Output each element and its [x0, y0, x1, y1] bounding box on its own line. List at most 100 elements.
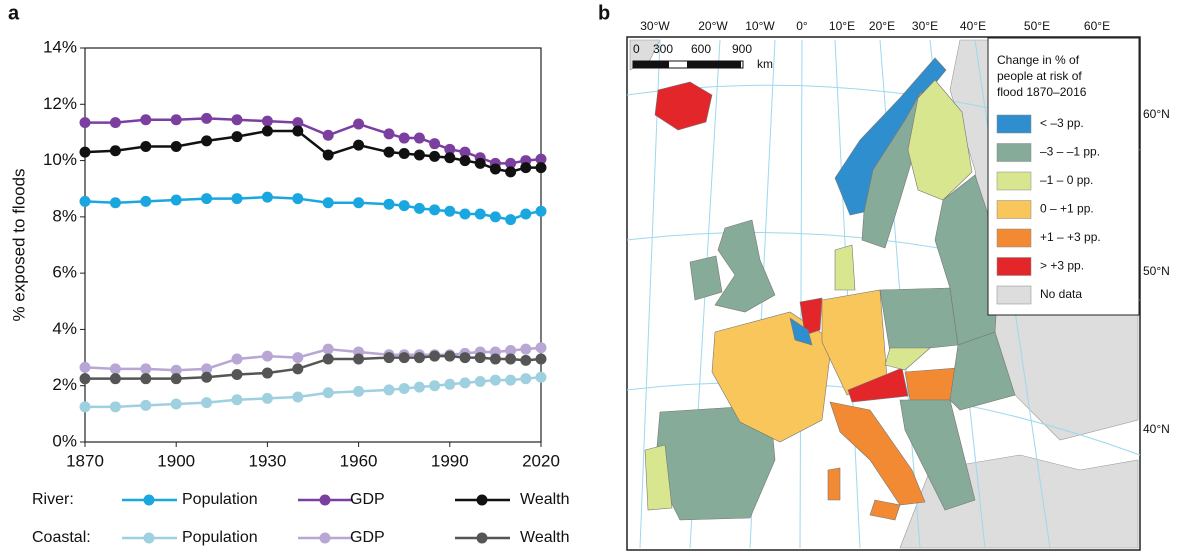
data-point: [292, 125, 304, 137]
data-point: [489, 374, 501, 386]
data-point: [79, 401, 91, 413]
data-point: [231, 193, 243, 205]
data-point: [170, 194, 182, 206]
data-point: [505, 353, 517, 365]
data-point: [535, 205, 547, 217]
series-line: [85, 376, 542, 409]
scale-label: 300: [653, 42, 673, 56]
legend-swatch: [319, 532, 331, 544]
data-point: [170, 398, 182, 410]
data-point: [170, 141, 182, 152]
data-point: [413, 381, 425, 393]
data-point: [322, 129, 334, 141]
y-tick-label: 4%: [52, 319, 77, 338]
data-point: [292, 363, 304, 375]
data-point: [353, 197, 365, 209]
data-point: [231, 394, 243, 406]
panel-label: b: [598, 2, 610, 24]
map-legend-label: No data: [1040, 287, 1082, 301]
data-point: [261, 125, 273, 137]
legend-swatch: [476, 532, 488, 544]
scale-label: 0: [633, 42, 640, 56]
data-point: [353, 118, 365, 130]
data-point: [292, 352, 304, 364]
data-point: [353, 353, 365, 365]
map-legend-swatch: [996, 228, 1032, 248]
data-point: [170, 373, 182, 385]
data-point: [109, 363, 121, 375]
y-tick-label: 0%: [52, 431, 77, 450]
data-point: [231, 131, 243, 143]
data-point: [261, 191, 273, 203]
map-legend-swatch: [996, 171, 1032, 191]
data-point: [231, 368, 243, 380]
data-point: [520, 354, 532, 366]
legend-swatch: [476, 494, 488, 506]
longitude-label: 30°W: [640, 19, 670, 33]
data-point: [322, 343, 334, 355]
data-point: [474, 208, 486, 220]
data-point: [79, 146, 91, 158]
longitude-label: 30°E: [912, 19, 938, 33]
x-tick-label: 1960: [340, 451, 378, 470]
data-point: [261, 367, 273, 379]
data-point: [170, 364, 182, 376]
map-legend-label: 0 – +1 pp.: [1040, 202, 1094, 216]
map-legend-label: –1 – 0 pp.: [1040, 173, 1093, 187]
map-legend-swatch: [996, 114, 1032, 134]
data-point: [429, 138, 441, 150]
data-point: [489, 211, 501, 223]
data-point: [444, 378, 456, 390]
scale-bar: [651, 61, 669, 68]
scale-bar: [705, 61, 741, 68]
legend-swatch: [319, 494, 331, 506]
data-point: [292, 193, 304, 205]
data-point: [292, 391, 304, 403]
plot-frame: [84, 47, 542, 443]
y-axis-label: % exposed to floods: [9, 168, 28, 321]
data-point: [398, 132, 410, 144]
data-point: [79, 195, 91, 207]
legend-label: GDP: [350, 491, 385, 508]
scale-bar: [633, 61, 651, 68]
longitude-label: 20°W: [698, 19, 728, 33]
legend-label: Wealth: [520, 529, 570, 546]
series-line: [84, 195, 542, 221]
data-point: [520, 373, 532, 385]
data-point: [429, 380, 441, 392]
data-point: [505, 345, 517, 357]
data-point: [201, 135, 213, 147]
panel-label: a: [8, 2, 20, 24]
latitude-label: 50°N: [1143, 264, 1170, 278]
x-tick-label: 1990: [431, 451, 469, 470]
data-point: [459, 352, 471, 364]
data-point: [520, 208, 532, 220]
data-point: [398, 352, 410, 364]
data-point: [140, 141, 152, 152]
data-point: [353, 139, 365, 151]
data-point: [170, 114, 182, 126]
longitude-label: 10°W: [745, 19, 775, 33]
data-point: [398, 383, 410, 395]
map-legend-label: < –3 pp.: [1040, 116, 1084, 130]
data-point: [398, 148, 410, 160]
data-point: [413, 149, 425, 161]
data-point: [505, 157, 517, 169]
legend-label: Population: [182, 529, 258, 546]
series-line: [84, 346, 542, 372]
data-point: [322, 353, 334, 365]
map-legend-title: flood 1870–2016: [997, 85, 1087, 99]
map-legend-swatch: [996, 257, 1032, 276]
data-point: [140, 195, 152, 207]
data-point: [383, 128, 395, 140]
y-tick-label: 2%: [52, 375, 77, 394]
data-point: [140, 373, 152, 385]
legend-swatch: [143, 494, 155, 506]
data-point: [535, 162, 547, 174]
longitude-label: 50°E: [1024, 19, 1050, 33]
data-point: [535, 353, 547, 365]
data-point: [535, 153, 547, 165]
longitude-label: 60°E: [1084, 19, 1110, 33]
longitude-label: 20°E: [869, 19, 895, 33]
